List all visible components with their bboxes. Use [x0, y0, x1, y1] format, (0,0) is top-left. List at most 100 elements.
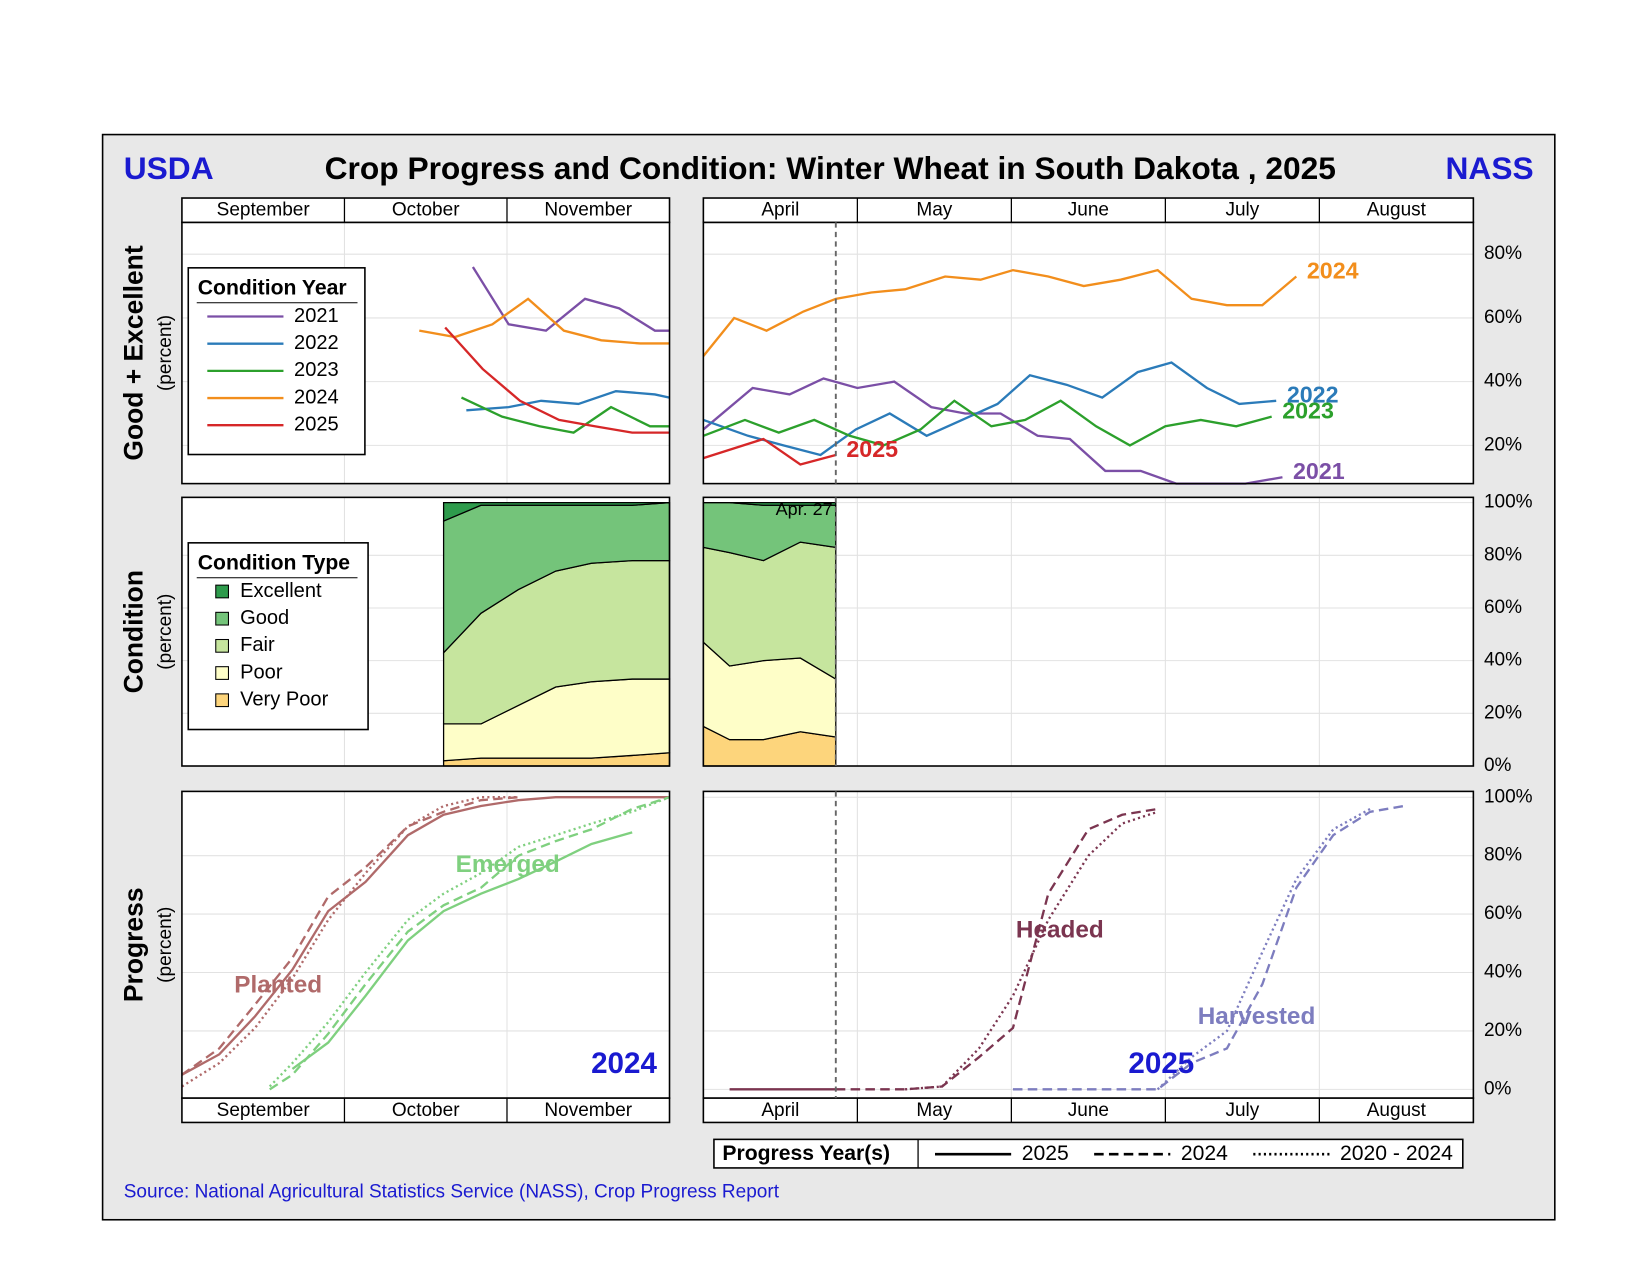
month-label: August	[1367, 200, 1427, 221]
month-label: September	[217, 200, 311, 221]
line	[702, 399, 1272, 447]
y-tick-label: 60%	[1484, 307, 1522, 328]
line	[444, 326, 670, 434]
line	[904, 810, 1159, 1091]
legend-swatch	[215, 693, 229, 708]
line	[181, 796, 519, 1088]
series-end-label: 2024	[1307, 257, 1359, 283]
line	[269, 796, 670, 1091]
legend-swatch	[215, 638, 229, 653]
y-tick-label: 0%	[1484, 1078, 1512, 1099]
month-label: November	[544, 1100, 632, 1121]
y-tick-label: 80%	[1484, 243, 1522, 264]
line	[466, 389, 670, 412]
legend-swatch	[215, 611, 229, 626]
legend-swatch	[215, 666, 229, 680]
y-tick-label: 20%	[1484, 702, 1522, 723]
progress-legend-label: 2024	[1181, 1142, 1228, 1165]
line	[291, 831, 633, 1070]
y-tick-label: 60%	[1484, 903, 1522, 924]
month-header	[702, 197, 1475, 224]
month-header	[702, 1097, 1475, 1124]
month-header	[181, 197, 671, 224]
series-end-label: 2023	[1282, 398, 1334, 424]
month-label: July	[1225, 200, 1259, 221]
month-label: May	[916, 1100, 952, 1121]
line	[471, 266, 670, 332]
date-marker-label: Apr. 27	[776, 499, 833, 519]
y-axis-subtitle: (percent)	[155, 315, 176, 391]
y-tick-label: 20%	[1484, 434, 1522, 455]
legend-label: 2025	[294, 414, 339, 436]
y-tick-label: 100%	[1484, 786, 1533, 807]
legend-label: 2022	[294, 332, 339, 354]
year-label: 2024	[591, 1047, 657, 1080]
y-tick-label: 80%	[1484, 845, 1522, 866]
legend-label: 2024	[294, 386, 339, 408]
line	[703, 437, 837, 466]
legend-label: Fair	[240, 634, 275, 656]
month-label: April	[761, 200, 799, 221]
line	[460, 396, 670, 434]
y-tick-label: 100%	[1484, 492, 1533, 513]
usda-label: USDA	[124, 150, 214, 186]
y-tick-label: 0%	[1484, 755, 1512, 776]
progress-legend-box	[713, 1138, 1464, 1169]
plot-border	[702, 496, 1475, 767]
month-label: August	[1367, 1100, 1427, 1121]
legend-title: Condition Year	[198, 277, 347, 300]
legend-title: Condition Type	[198, 552, 351, 575]
month-label: July	[1225, 1100, 1259, 1121]
month-label: November	[544, 200, 632, 221]
legend-swatch	[215, 584, 229, 599]
group-label: Harvested	[1198, 1003, 1316, 1030]
month-header	[181, 1097, 671, 1124]
y-axis-subtitle: (percent)	[155, 907, 176, 983]
y-axis-subtitle: (percent)	[155, 594, 176, 670]
line	[702, 361, 1277, 457]
group-label: Headed	[1016, 916, 1104, 943]
month-label: June	[1068, 1100, 1109, 1121]
line	[419, 297, 670, 345]
legend-label: Good	[240, 607, 289, 629]
y-tick-label: 20%	[1484, 1020, 1522, 1041]
y-axis-title: Good + Excellent	[118, 245, 148, 460]
progress-legend-title: Progress Year(s)	[722, 1142, 890, 1165]
series-end-label: 2021	[1293, 458, 1345, 484]
y-axis-title: Progress	[118, 887, 148, 1002]
y-tick-label: 60%	[1484, 597, 1522, 618]
series-end-label: 2025	[846, 436, 898, 462]
line	[1012, 804, 1405, 1091]
month-label: September	[217, 1100, 311, 1121]
y-tick-label: 40%	[1484, 371, 1522, 392]
line	[702, 268, 1298, 357]
title: Crop Progress and Condition: Winter Whea…	[325, 150, 1336, 186]
legend-label: Poor	[240, 661, 283, 683]
legend-label: 2021	[294, 305, 339, 327]
plot-area	[181, 791, 670, 1099]
group-label: Emerged	[456, 851, 560, 878]
month-label: October	[392, 1100, 460, 1121]
progress-legend-label: 2020 - 2024	[1340, 1142, 1453, 1165]
source: Source: National Agricultural Statistics…	[124, 1181, 780, 1202]
legend-box	[187, 267, 366, 456]
line	[268, 796, 670, 1088]
month-label: October	[392, 200, 460, 221]
legend-label: 2023	[294, 359, 339, 381]
month-label: May	[916, 200, 952, 221]
y-tick-label: 40%	[1484, 962, 1522, 983]
line	[181, 796, 519, 1076]
nass-label: NASS	[1446, 150, 1534, 186]
plot-border	[181, 496, 671, 767]
plot-area	[703, 791, 1474, 1099]
y-tick-label: 80%	[1484, 544, 1522, 565]
line	[181, 796, 670, 1076]
legend-label: Excellent	[240, 580, 322, 602]
area	[703, 502, 837, 506]
plot-area	[703, 222, 1474, 484]
y-axis-title: Condition	[118, 570, 148, 693]
month-label: April	[761, 1100, 799, 1121]
legend-label: Very Poor	[240, 689, 328, 711]
group-label: Planted	[234, 971, 322, 998]
